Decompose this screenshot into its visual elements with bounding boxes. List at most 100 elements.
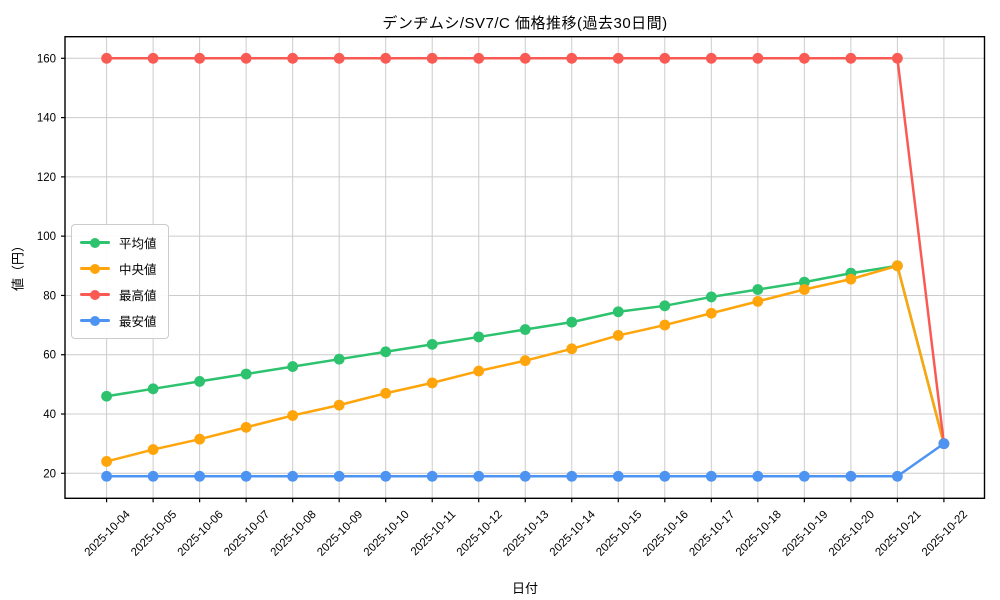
data-point-最高値[interactable]	[426, 52, 438, 64]
x-tick-label: 2025-10-09	[315, 509, 365, 559]
y-tick-label: 20	[43, 468, 56, 480]
x-tick-label: 2025-10-22	[920, 509, 970, 559]
data-point-平均値[interactable]	[380, 346, 392, 358]
data-point-中央値[interactable]	[101, 456, 112, 467]
data-point-最安値[interactable]	[333, 470, 345, 482]
data-point-中央値[interactable]	[891, 260, 903, 272]
data-point-最安値[interactable]	[426, 470, 438, 482]
data-point-平均値[interactable]	[333, 353, 345, 365]
data-point-中央値[interactable]	[752, 295, 764, 307]
data-point-中央値[interactable]	[147, 444, 159, 455]
data-point-中央値[interactable]	[659, 319, 671, 331]
data-point-平均値[interactable]	[240, 368, 252, 380]
data-point-中央値[interactable]	[519, 355, 531, 367]
data-point-最高値[interactable]	[333, 52, 345, 64]
x-tick-label: 2025-10-04	[83, 508, 134, 559]
x-tick-label: 2025-10-17	[687, 509, 737, 559]
data-point-最高値[interactable]	[519, 52, 531, 64]
data-point-最安値[interactable]	[845, 470, 857, 482]
data-point-最安値[interactable]	[101, 470, 112, 482]
chart-title: デンヂムシ/SV7/C 価格推移(過去30日間)	[382, 15, 668, 32]
data-point-最安値[interactable]	[659, 470, 671, 482]
data-point-平均値[interactable]	[566, 316, 578, 328]
data-point-最高値[interactable]	[287, 52, 299, 64]
x-tick-label: 2025-10-18	[734, 509, 784, 559]
data-point-平均値[interactable]	[147, 383, 159, 395]
data-point-平均値[interactable]	[659, 300, 671, 312]
x-tick-label: 2025-10-21	[873, 509, 923, 559]
data-point-最安値[interactable]	[287, 470, 299, 482]
data-point-最安値[interactable]	[705, 470, 717, 482]
y-tick-label: 80	[43, 290, 56, 302]
data-point-最安値[interactable]	[798, 470, 810, 482]
legend-item-最安値[interactable]: 最安値	[80, 311, 157, 330]
data-point-最安値[interactable]	[473, 470, 485, 482]
data-point-最安値[interactable]	[240, 470, 252, 482]
data-point-最高値[interactable]	[891, 52, 903, 64]
data-point-平均値[interactable]	[473, 331, 485, 343]
data-point-最安値[interactable]	[752, 470, 764, 482]
data-point-平均値[interactable]	[705, 291, 717, 303]
data-point-中央値[interactable]	[333, 399, 345, 411]
data-point-中央値[interactable]	[612, 330, 624, 341]
data-point-平均値[interactable]	[519, 324, 531, 335]
data-point-中央値[interactable]	[845, 273, 857, 285]
data-point-最安値[interactable]	[938, 438, 950, 450]
data-point-最高値[interactable]	[147, 52, 159, 64]
x-tick-label: 2025-10-14	[548, 508, 599, 559]
y-tick-label: 100	[37, 231, 56, 243]
legend-item-最高値[interactable]: 最高値	[80, 285, 157, 304]
data-point-最安値[interactable]	[891, 470, 903, 482]
data-point-最安値[interactable]	[566, 470, 578, 482]
x-tick-label: 2025-10-07	[222, 509, 272, 559]
y-tick-label: 60	[43, 350, 56, 362]
data-point-最高値[interactable]	[705, 52, 717, 64]
data-point-最安値[interactable]	[612, 470, 624, 482]
data-point-最高値[interactable]	[240, 52, 252, 64]
data-point-平均値[interactable]	[194, 376, 206, 387]
data-point-中央値[interactable]	[240, 421, 252, 433]
data-point-平均値[interactable]	[101, 390, 112, 402]
data-point-最高値[interactable]	[101, 52, 112, 64]
legend-dot-icon	[90, 315, 100, 326]
legend-label: 最安値	[119, 315, 157, 329]
legend-dot-icon	[90, 289, 100, 300]
data-point-最高値[interactable]	[845, 52, 857, 64]
data-point-最安値[interactable]	[194, 470, 206, 482]
data-point-最安値[interactable]	[380, 470, 392, 482]
data-point-中央値[interactable]	[287, 410, 299, 421]
data-point-平均値[interactable]	[798, 276, 810, 288]
y-tick-label: 120	[37, 172, 56, 184]
data-point-中央値[interactable]	[798, 284, 810, 295]
legend-item-平均値[interactable]: 平均値	[80, 233, 157, 252]
data-point-最高値[interactable]	[473, 52, 485, 64]
x-tick-label: 2025-10-20	[827, 509, 877, 559]
data-point-最高値[interactable]	[752, 52, 764, 64]
data-point-中央値[interactable]	[566, 343, 578, 355]
x-tick-label: 2025-10-06	[176, 509, 226, 559]
data-point-最安値[interactable]	[147, 470, 159, 482]
data-point-中央値[interactable]	[426, 377, 438, 389]
y-tick-label: 40	[43, 409, 56, 421]
y-tick-label: 160	[37, 53, 56, 65]
data-point-平均値[interactable]	[752, 284, 764, 295]
legend-label: 中央値	[119, 263, 157, 277]
data-point-中央値[interactable]	[380, 387, 392, 399]
data-point-中央値[interactable]	[473, 365, 485, 377]
data-point-最高値[interactable]	[194, 52, 206, 64]
data-point-中央値[interactable]	[705, 307, 717, 319]
legend-label: 最高値	[119, 289, 157, 303]
legend-item-中央値[interactable]: 中央値	[80, 259, 157, 278]
data-point-最高値[interactable]	[612, 52, 624, 64]
legend-marker-icon	[80, 237, 110, 248]
data-point-最安値[interactable]	[519, 470, 531, 482]
data-point-平均値[interactable]	[612, 306, 624, 318]
data-point-最高値[interactable]	[798, 52, 810, 64]
data-point-最高値[interactable]	[659, 52, 671, 64]
data-point-平均値[interactable]	[426, 338, 438, 350]
data-point-中央値[interactable]	[194, 433, 206, 445]
data-point-平均値[interactable]	[287, 361, 299, 372]
data-point-最高値[interactable]	[566, 52, 578, 64]
data-point-最高値[interactable]	[380, 52, 392, 64]
